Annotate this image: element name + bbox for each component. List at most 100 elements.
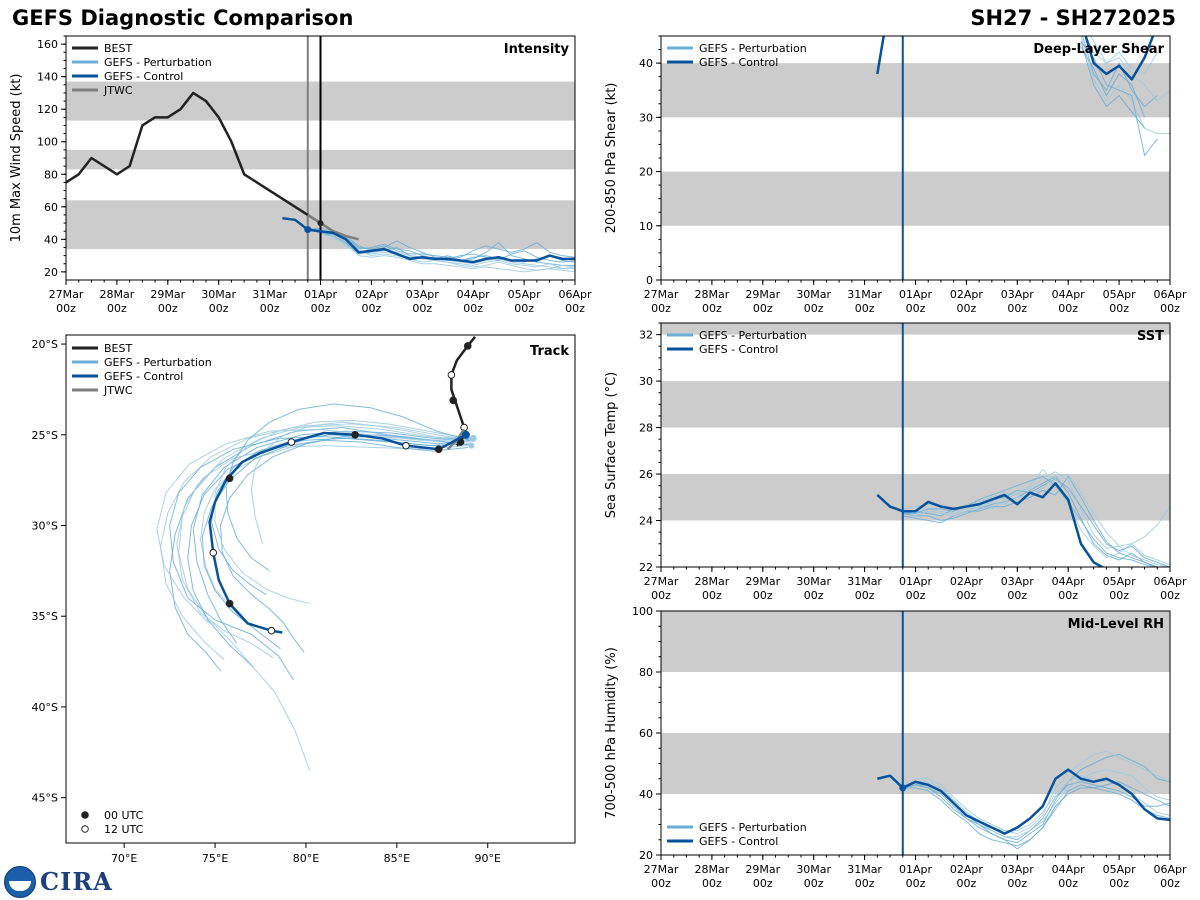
x-tick-label: 30Mar <box>796 288 831 301</box>
y-tick-label: 80 <box>639 666 653 679</box>
y-axis-label: Sea Surface Temp (°C) <box>604 372 619 519</box>
perturbation-init-marker <box>468 442 475 449</box>
x-tick-sublabel: 00z <box>855 877 875 890</box>
x-tick-sublabel: 00z <box>1160 589 1180 602</box>
control-line <box>876 482 1105 567</box>
x-tick-label: 03Apr <box>1001 863 1035 876</box>
x-tick-label: 31Mar <box>847 863 882 876</box>
y-tick-label: 24 <box>639 515 653 528</box>
x-tick-sublabel: 00z <box>1109 302 1129 315</box>
threshold-band <box>661 323 1170 335</box>
control-line <box>1084 36 1155 81</box>
marker-00utc <box>225 599 234 608</box>
x-tick-label: 29Mar <box>150 288 185 301</box>
intensity-panel: 2040608010012014016027Mar00z28Mar00z29Ma… <box>9 35 592 315</box>
x-tick-label: 28Mar <box>695 575 730 588</box>
x-tick-label: 31Mar <box>252 288 287 301</box>
x-tick-label: 28Mar <box>100 288 135 301</box>
perturbation-line <box>1081 36 1158 108</box>
legend-label: JTWC <box>103 384 133 397</box>
perturbation-line <box>902 750 1170 835</box>
perturbation-track <box>176 445 468 659</box>
x-tick-label: 31Mar <box>847 288 882 301</box>
x-tick-sublabel: 00z <box>1007 589 1027 602</box>
x-tick-sublabel: 00z <box>651 589 671 602</box>
legend-label: 12 UTC <box>104 823 144 836</box>
perturbation-line <box>902 769 1170 838</box>
x-tick-sublabel: 00z <box>804 589 824 602</box>
perturbation-line <box>307 229 575 258</box>
perturbation-track <box>187 437 470 668</box>
x-tick-label: 04Apr <box>1052 288 1086 301</box>
control-init-marker <box>461 430 470 439</box>
perturbation-line <box>902 475 1170 567</box>
x-tick-sublabel: 00z <box>565 302 585 315</box>
x-tick-label: 28Mar <box>695 863 730 876</box>
perturbation-line <box>1089 36 1158 75</box>
y-tick-label: 40°S <box>32 701 58 714</box>
x-tick-sublabel: 00z <box>1109 589 1129 602</box>
y-tick-label: 40 <box>639 57 653 70</box>
shear-panel: 01020304027Mar00z28Mar00z29Mar00z30Mar00… <box>604 35 1187 315</box>
perturbation-line <box>902 478 1170 567</box>
noaa-emblem-icon <box>4 866 36 898</box>
x-tick-label: 30Mar <box>796 575 831 588</box>
perturbation-line <box>307 229 575 273</box>
x-tick-label: 05Apr <box>1103 288 1137 301</box>
x-tick-sublabel: 00z <box>855 302 875 315</box>
panel-title: Track <box>530 344 569 359</box>
perturbation-track <box>160 425 470 661</box>
y-tick-label: 22 <box>639 561 653 574</box>
perturbation-line <box>1080 41 1158 157</box>
marker-00utc <box>449 396 458 405</box>
x-tick-sublabel: 00z <box>702 302 722 315</box>
y-axis-label: 10m Max Wind Speed (kt) <box>9 74 24 243</box>
control-init-marker <box>304 226 312 234</box>
panel-title: SST <box>1137 329 1164 344</box>
y-tick-label: 40 <box>44 233 58 246</box>
x-tick-label: 05Apr <box>508 288 542 301</box>
y-tick-label: 25°S <box>32 429 58 442</box>
x-tick-label: 01Apr <box>304 288 338 301</box>
y-tick-label: 45°S <box>32 792 58 805</box>
x-tick-label: 01Apr <box>899 575 933 588</box>
x-tick-label: 04Apr <box>457 288 491 301</box>
jtwc-line <box>307 213 359 241</box>
series-lines <box>877 768 1170 835</box>
y-axis-label: 700-500 hPa Humidity (%) <box>604 647 619 819</box>
x-tick-sublabel: 00z <box>753 589 773 602</box>
y-tick-label: 160 <box>37 38 58 51</box>
marker-12utc <box>287 438 296 446</box>
panel-title: Mid-Level RH <box>1068 617 1164 632</box>
threshold-band <box>661 611 1170 672</box>
x-tick-label: 02Apr <box>355 288 389 301</box>
x-tick-label: 06Apr <box>1153 288 1187 301</box>
y-tick-label: 100 <box>632 605 653 618</box>
perturbation-line <box>902 473 1170 567</box>
perturbation-track <box>250 421 472 544</box>
y-tick-label: 80 <box>44 168 58 181</box>
threshold-band <box>661 733 1170 794</box>
x-tick-label: 02Apr <box>950 575 984 588</box>
legend-label: 00 UTC <box>104 809 144 822</box>
y-tick-label: 35°S <box>32 610 58 623</box>
x-tick-label: 03Apr <box>1001 288 1035 301</box>
y-tick-label: 20 <box>639 166 653 179</box>
legend-label: BEST <box>104 342 132 355</box>
best-line <box>66 91 322 225</box>
x-tick-label: 90°E <box>475 852 501 865</box>
perturbation-line <box>902 753 1170 844</box>
marker-00utc <box>463 342 472 350</box>
x-tick-label: 03Apr <box>406 288 440 301</box>
x-tick-sublabel: 00z <box>107 302 127 315</box>
x-tick-sublabel: 00z <box>463 302 483 315</box>
plot-frame <box>660 322 1171 568</box>
x-tick-sublabel: 00z <box>1058 877 1078 890</box>
x-tick-sublabel: 00z <box>1058 589 1078 602</box>
legend-label: GEFS - Control <box>699 835 778 848</box>
x-tick-sublabel: 00z <box>957 302 977 315</box>
y-tick-label: 140 <box>37 71 58 84</box>
x-tick-label: 30Mar <box>201 288 236 301</box>
panel-title: Deep-Layer Shear <box>1033 42 1164 57</box>
